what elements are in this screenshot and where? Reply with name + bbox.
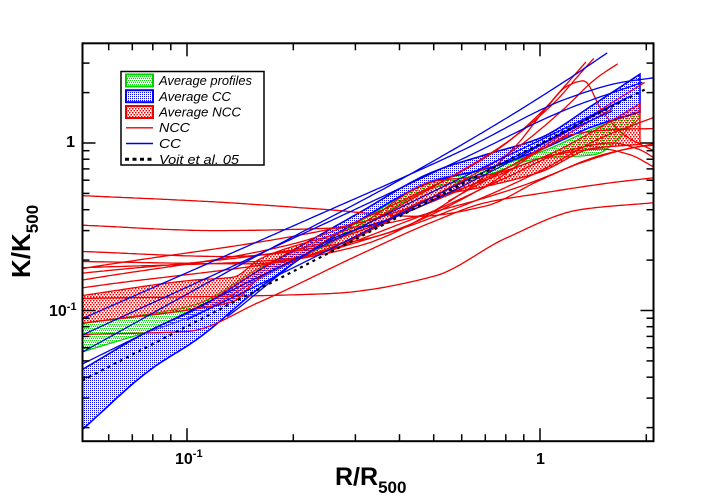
svg-text:NCC: NCC	[159, 120, 191, 135]
svg-text:CC: CC	[159, 136, 182, 151]
svg-text:1: 1	[66, 134, 75, 151]
svg-text:Voit et al. 05: Voit et al. 05	[159, 152, 240, 167]
svg-text:Average NCC: Average NCC	[158, 105, 241, 120]
svg-text:Average CC: Average CC	[158, 89, 231, 104]
svg-text:1: 1	[536, 451, 545, 468]
svg-text:Average profiles: Average profiles	[158, 73, 252, 88]
